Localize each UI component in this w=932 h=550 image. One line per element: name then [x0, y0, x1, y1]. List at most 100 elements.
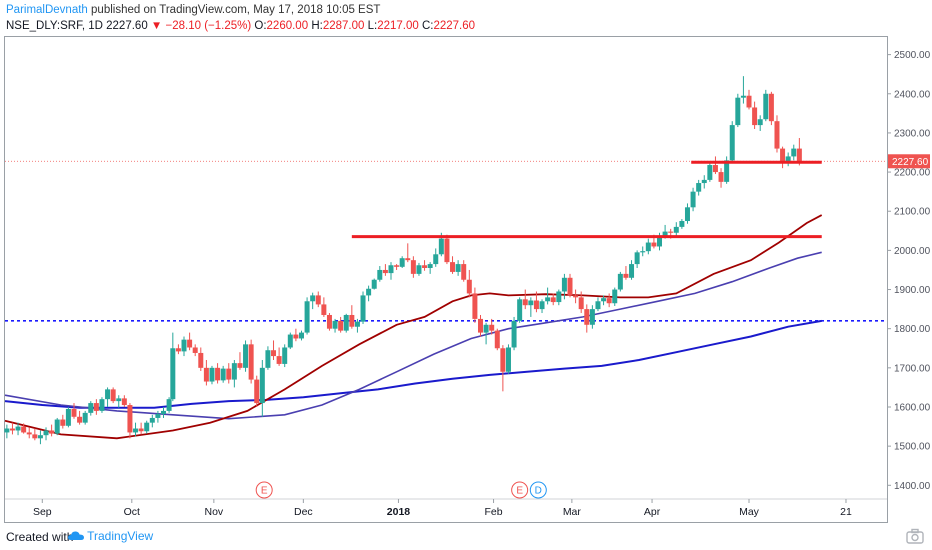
candle-body[interactable]	[517, 299, 523, 321]
candle-body[interactable]	[220, 368, 226, 381]
candle-body[interactable]	[701, 179, 707, 184]
candle-body[interactable]	[561, 277, 567, 292]
candle-body[interactable]	[528, 300, 534, 306]
candle-body[interactable]	[410, 260, 416, 274]
earnings-marker[interactable]	[255, 481, 273, 499]
candle-body[interactable]	[304, 301, 310, 333]
candle-body[interactable]	[310, 295, 316, 302]
candle-body[interactable]	[629, 264, 635, 278]
candle-body[interactable]	[4, 428, 10, 433]
candle-body[interactable]	[606, 298, 612, 304]
dividend-marker[interactable]	[529, 481, 547, 499]
candle-body[interactable]	[144, 422, 150, 432]
candle-body[interactable]	[377, 269, 383, 280]
candle-body[interactable]	[556, 291, 562, 303]
candle-body[interactable]	[166, 399, 172, 411]
candle-body[interactable]	[366, 288, 372, 296]
chart-pane[interactable]	[4, 36, 888, 523]
candle-body[interactable]	[338, 320, 344, 331]
candle-body[interactable]	[49, 430, 55, 434]
candle-body[interactable]	[673, 226, 679, 233]
candle-body[interactable]	[175, 348, 181, 352]
candle-body[interactable]	[71, 408, 77, 417]
candle-body[interactable]	[657, 235, 663, 247]
candle-body[interactable]	[276, 356, 282, 364]
candle-body[interactable]	[405, 258, 411, 261]
candle-body[interactable]	[461, 264, 467, 280]
candle-body[interactable]	[578, 297, 584, 310]
candle-body[interactable]	[60, 419, 66, 426]
candle-body[interactable]	[259, 367, 265, 404]
candle-body[interactable]	[589, 309, 595, 325]
candle-body[interactable]	[450, 262, 456, 272]
candle-body[interactable]	[37, 435, 43, 439]
candle-body[interactable]	[271, 350, 277, 357]
sma-long-line[interactable]	[4, 319, 822, 409]
candle-body[interactable]	[752, 107, 758, 126]
candle-body[interactable]	[662, 231, 668, 236]
candle-body[interactable]	[416, 265, 422, 274]
earnings-marker[interactable]	[511, 481, 529, 499]
candle-body[interactable]	[399, 258, 405, 267]
candle-body[interactable]	[9, 428, 15, 431]
candle-body[interactable]	[170, 348, 176, 400]
candle-body[interactable]	[696, 183, 702, 192]
candle-body[interactable]	[215, 367, 221, 381]
candle-body[interactable]	[724, 160, 730, 182]
candle-body[interactable]	[54, 419, 60, 434]
candle-body[interactable]	[203, 367, 209, 382]
candle-body[interactable]	[32, 434, 38, 439]
candle-body[interactable]	[483, 324, 489, 333]
candle-body[interactable]	[668, 231, 674, 233]
candle-body[interactable]	[617, 273, 623, 290]
candle-body[interactable]	[545, 297, 551, 302]
candle-body[interactable]	[116, 398, 122, 402]
candle-body[interactable]	[282, 347, 288, 364]
candle-body[interactable]	[768, 93, 774, 122]
candle-body[interactable]	[511, 320, 517, 348]
candle-body[interactable]	[791, 148, 797, 157]
candle-body[interactable]	[88, 403, 94, 413]
candle-body[interactable]	[640, 251, 646, 253]
candle-body[interactable]	[354, 321, 360, 327]
candle-body[interactable]	[539, 301, 545, 310]
sma-mid-line[interactable]	[4, 251, 822, 420]
candle-body[interactable]	[690, 191, 696, 208]
candle-body[interactable]	[293, 334, 299, 339]
camera-icon[interactable]	[906, 528, 924, 544]
candle-body[interactable]	[65, 408, 71, 426]
candle-body[interactable]	[567, 277, 573, 296]
candle-body[interactable]	[349, 314, 355, 327]
candle-body[interactable]	[181, 339, 187, 352]
candle-body[interactable]	[651, 242, 657, 247]
candle-body[interactable]	[550, 297, 556, 303]
candle-body[interactable]	[712, 165, 718, 173]
candle-body[interactable]	[438, 238, 444, 255]
candle-body[interactable]	[26, 432, 32, 435]
candle-body[interactable]	[226, 368, 232, 380]
candle-body[interactable]	[133, 428, 139, 433]
candle-body[interactable]	[243, 344, 249, 368]
candle-body[interactable]	[422, 265, 428, 268]
sma-short-line[interactable]	[4, 214, 823, 440]
candle-body[interactable]	[105, 389, 111, 400]
candle-body[interactable]	[43, 430, 49, 436]
candle-body[interactable]	[774, 121, 780, 149]
candle-body[interactable]	[573, 295, 579, 298]
candle-body[interactable]	[494, 330, 500, 349]
candle-body[interactable]	[746, 95, 752, 108]
candle-body[interactable]	[298, 332, 304, 339]
candle-body[interactable]	[427, 264, 433, 268]
candle-body[interactable]	[584, 309, 590, 325]
candle-body[interactable]	[533, 300, 539, 310]
candle-body[interactable]	[360, 295, 366, 322]
candle-body[interactable]	[740, 95, 746, 98]
candle-body[interactable]	[231, 363, 237, 380]
candle-body[interactable]	[237, 363, 243, 368]
candle-body[interactable]	[149, 417, 155, 423]
candle-body[interactable]	[684, 207, 690, 222]
candle-body[interactable]	[466, 279, 472, 294]
candle-body[interactable]	[433, 254, 439, 265]
candle-body[interactable]	[455, 264, 461, 272]
candle-body[interactable]	[209, 367, 215, 382]
